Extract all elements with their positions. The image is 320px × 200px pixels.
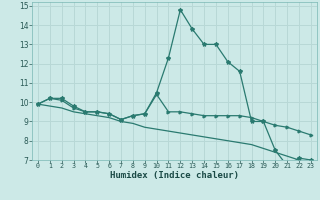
X-axis label: Humidex (Indice chaleur): Humidex (Indice chaleur) bbox=[110, 171, 239, 180]
